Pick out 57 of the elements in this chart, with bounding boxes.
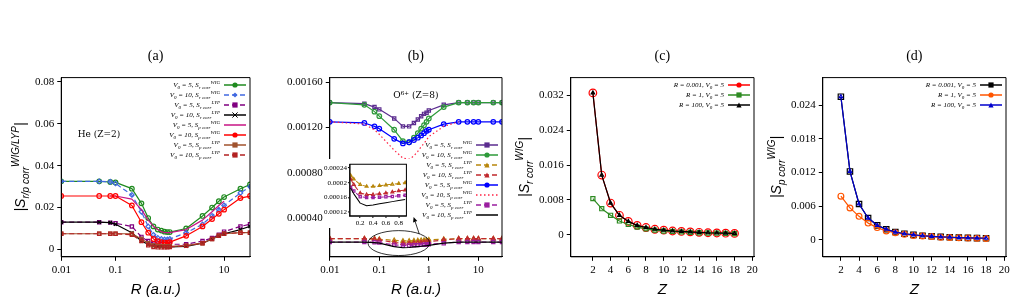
x-tick-label: 18 [729,263,741,276]
y-tick-label: 0 [48,242,55,255]
x-tick-label: 0.1 [372,263,387,276]
x-tick-label: 6 [625,263,632,276]
x-tick-label: 4 [607,263,614,276]
x-tick-label: 8 [892,263,899,276]
x-tick-label: 10 [658,263,670,276]
x-tick-label: 18 [980,263,993,276]
x-tick-label: 4 [856,263,863,276]
chart-title: (c) [654,48,671,64]
chart-title: (b) [407,48,425,64]
y-tick-label: 0.06 [35,116,55,129]
x-axis-title: R (a.u.) [390,280,441,298]
x-tick-label: 16 [711,263,723,276]
x-tick-label: 2 [590,263,596,276]
x-tick-label: 8 [643,263,650,276]
y-tick-label: 0 [810,232,817,245]
x-axis-title: R (a.u.) [130,280,181,298]
y-tick-label: 0.016 [539,157,565,170]
x-tick-label: 0.1 [108,263,123,276]
y-tick-label: 0.00040 [287,211,324,224]
annotation: O⁶⁺ (Z=8) [393,89,439,100]
y-tick-label: 0.00080 [287,165,324,178]
y-tick-label: 0.00160 [287,75,324,88]
x-tick-label: 12 [926,263,938,276]
x-tick-label: 20 [746,263,759,276]
y-tick-label: 0.012 [791,165,816,178]
chart-title: (a) [147,48,164,64]
y-tick-label: 0.024 [791,98,817,111]
x-tick-label: 1 [426,263,432,276]
x-tick-label: 14 [944,263,956,276]
x-tick-label: 1 [167,263,173,276]
x-tick-label: 10 [472,263,485,276]
x-tick-label: 16 [962,263,974,276]
y-tick-label: 0.032 [539,87,564,100]
x-tick-label: 0.01 [320,263,340,276]
y-tick-label: 0 [558,227,565,240]
y-tick-label: 0.04 [35,158,55,171]
x-tick-label: 14 [693,263,706,276]
x-tick-label: 10 [907,263,920,276]
y-tick-label: 0.008 [539,192,565,205]
x-tick-label: 20 [998,263,1011,276]
x-tick-label: 10 [218,263,231,276]
x-tick-label: 6 [874,263,881,276]
chart-title: (d) [906,48,923,64]
annotation: He (Z=2) [77,129,121,140]
x-tick-label: 12 [675,263,687,276]
x-axis-title: Z [908,280,920,298]
y-tick-label: 0.024 [539,122,565,135]
x-axis-title: Z [656,280,668,298]
y-tick-label: 0.08 [35,74,55,87]
y-tick-label: 0.00120 [287,120,324,133]
y-tick-label: 0.018 [791,131,817,144]
y-tick-label: 0.006 [791,199,817,212]
y-tick-label: 0.02 [35,200,55,213]
x-tick-label: 0.01 [51,263,71,276]
x-tick-label: 2 [838,263,844,276]
